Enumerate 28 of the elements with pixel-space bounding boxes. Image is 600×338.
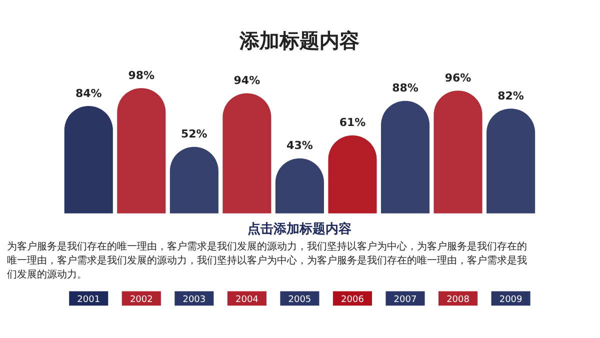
- data-label: 52%: [181, 128, 208, 141]
- x-tick-label: 2001: [77, 294, 100, 305]
- data-label: 61%: [339, 116, 366, 130]
- data-label: 94%: [234, 74, 260, 87]
- data-label: 96%: [444, 71, 472, 84]
- x-tick-label: 2003: [182, 294, 206, 305]
- bar: [434, 90, 482, 214]
- x-tick-label: 2008: [446, 294, 470, 305]
- bar: [117, 88, 166, 214]
- x-tick-label: 2009: [499, 294, 523, 305]
- text: 为客户服务是我们存在的唯一理由，客户需求是我们发展的源动力，我们坚持以客户为中心，为客户服务是我们存在的唯一理由，客户需求是我们发展的源动力，我们坚持以客户为中心，为客户服务是我们存在的唯一理由，客户需求是我们发展的源动力。: [6, 240, 527, 281]
- bar: [486, 108, 536, 214]
- x-tick-label: 2005: [288, 294, 312, 305]
- data-label: 43%: [286, 139, 313, 152]
- x-tick-label: 2002: [130, 294, 153, 305]
- data-label: 82%: [498, 89, 524, 102]
- x-tick-label: 2004: [235, 294, 259, 305]
- text: 点击添加标题内容: [248, 221, 352, 238]
- data-label: 88%: [392, 82, 418, 95]
- bar: [380, 100, 430, 214]
- x-tick-label: 2006: [341, 294, 364, 305]
- bar: [328, 135, 377, 214]
- bar: [64, 106, 113, 214]
- data-label: 84%: [75, 86, 102, 100]
- x-tick-label: 2007: [394, 294, 417, 305]
- data-label: 98%: [128, 68, 155, 82]
- chart-title: 添加标题内容: [238, 28, 360, 53]
- bar: [222, 93, 272, 214]
